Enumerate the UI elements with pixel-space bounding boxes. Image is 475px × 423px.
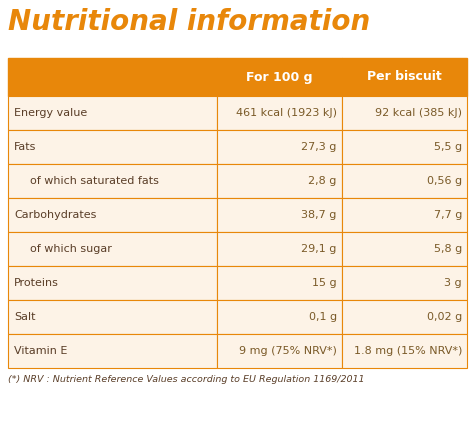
Text: 92 kcal (385 kJ): 92 kcal (385 kJ) (375, 108, 462, 118)
Text: Per biscuit: Per biscuit (367, 71, 442, 83)
Bar (8, 198, 217, 232)
Text: Carbohydrates: Carbohydrates (14, 210, 96, 220)
Text: 3 g: 3 g (445, 278, 462, 288)
Text: Vitamin E: Vitamin E (14, 346, 67, 356)
Bar (342, 164, 467, 198)
Bar (217, 300, 342, 334)
Text: 9 mg (75% NRV*): 9 mg (75% NRV*) (239, 346, 337, 356)
Text: 5,5 g: 5,5 g (434, 142, 462, 152)
Text: of which sugar: of which sugar (30, 244, 112, 254)
Text: Fats: Fats (14, 142, 37, 152)
Bar (342, 232, 467, 266)
Bar (217, 232, 342, 266)
Bar (8, 96, 217, 130)
Text: 29,1 g: 29,1 g (301, 244, 337, 254)
Bar (342, 198, 467, 232)
Text: 38,7 g: 38,7 g (301, 210, 337, 220)
Text: (*) NRV : Nutrient Reference Values according to EU Regulation 1169/2011: (*) NRV : Nutrient Reference Values acco… (8, 375, 364, 384)
Text: 15 g: 15 g (312, 278, 337, 288)
Bar (342, 96, 467, 130)
Bar (217, 198, 342, 232)
Bar (8, 130, 217, 164)
Bar (217, 334, 342, 368)
Text: 27,3 g: 27,3 g (301, 142, 337, 152)
Bar (342, 300, 467, 334)
Bar (8, 334, 217, 368)
Text: 0,02 g: 0,02 g (427, 312, 462, 322)
Text: 1.8 mg (15% NRV*): 1.8 mg (15% NRV*) (353, 346, 462, 356)
Text: 0,1 g: 0,1 g (309, 312, 337, 322)
Bar (217, 58, 342, 96)
Bar (342, 266, 467, 300)
Bar (342, 58, 467, 96)
Bar (8, 300, 217, 334)
Text: Energy value: Energy value (14, 108, 87, 118)
Text: Salt: Salt (14, 312, 36, 322)
Text: Nutritional information: Nutritional information (8, 8, 370, 36)
Bar (8, 232, 217, 266)
Bar (217, 130, 342, 164)
Bar (8, 58, 217, 96)
Bar (342, 334, 467, 368)
Text: 7,7 g: 7,7 g (434, 210, 462, 220)
Text: 0,56 g: 0,56 g (427, 176, 462, 186)
Text: 2,8 g: 2,8 g (308, 176, 337, 186)
Bar (342, 130, 467, 164)
Text: Proteins: Proteins (14, 278, 59, 288)
Text: 5,8 g: 5,8 g (434, 244, 462, 254)
Bar (217, 266, 342, 300)
Text: of which saturated fats: of which saturated fats (30, 176, 159, 186)
Bar (8, 266, 217, 300)
Bar (8, 164, 217, 198)
Bar (217, 164, 342, 198)
Text: For 100 g: For 100 g (246, 71, 313, 83)
Text: 461 kcal (1923 kJ): 461 kcal (1923 kJ) (236, 108, 337, 118)
Bar (217, 96, 342, 130)
